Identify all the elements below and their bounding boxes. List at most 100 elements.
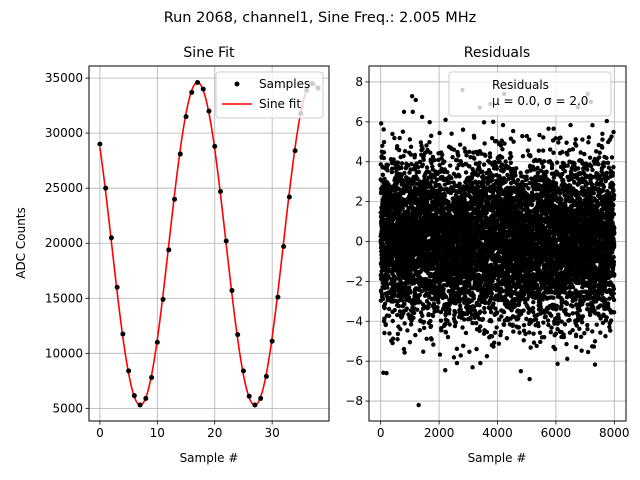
residual-point — [410, 109, 415, 115]
residual-point — [454, 360, 460, 366]
residual-point — [408, 152, 414, 157]
residual-point — [449, 175, 454, 181]
residual-point — [500, 147, 505, 152]
residual-point — [401, 346, 407, 352]
residual-point — [402, 321, 407, 326]
residual-point — [489, 291, 495, 296]
legend-sine-fit-label: Sine fit — [259, 97, 301, 111]
sample-point — [160, 296, 166, 302]
sample-point — [172, 196, 178, 202]
residual-point — [431, 342, 436, 347]
sample-point — [275, 294, 281, 300]
residual-point — [458, 353, 463, 358]
sample-point — [235, 332, 241, 338]
residual-point — [405, 280, 411, 285]
residual-point — [408, 322, 414, 327]
residual-point — [398, 326, 403, 332]
residual-point — [468, 316, 473, 321]
residual-point — [492, 340, 497, 345]
sine-fit-grid — [89, 66, 329, 421]
residual-point — [385, 282, 390, 287]
sample-point — [143, 395, 149, 401]
residual-point — [428, 150, 433, 155]
sine-fit-y-tick-label: 35000 — [45, 71, 83, 85]
residual-point — [382, 316, 387, 321]
residual-point — [395, 312, 400, 318]
sine-fit-ylabel: ADC Counts — [14, 207, 28, 279]
residual-point — [415, 307, 420, 312]
sample-point — [263, 373, 269, 379]
sample-point — [212, 143, 218, 149]
residual-point — [394, 170, 399, 175]
residual-point — [380, 172, 386, 178]
residual-point — [460, 325, 465, 330]
sine-fit-panel: Sine Fit Sample # ADC Counts 0 10 20 305000… — [14, 45, 330, 465]
residual-point — [441, 287, 446, 292]
residual-point — [454, 346, 460, 352]
residual-point — [516, 325, 522, 330]
residual-point — [419, 114, 425, 120]
residual-point — [395, 143, 400, 149]
residuals-xlabel: Sample # — [468, 451, 527, 465]
sine-fit-y-tick-label: 5000 — [52, 401, 83, 415]
residual-point — [419, 289, 424, 294]
residual-point — [511, 139, 516, 144]
residual-point — [415, 164, 421, 170]
residual-point — [443, 368, 448, 373]
residual-point — [379, 292, 385, 298]
residual-point — [410, 297, 416, 303]
residual-point — [477, 328, 482, 334]
residual-point — [508, 160, 514, 165]
residual-point — [413, 332, 418, 338]
residual-point — [413, 216, 419, 222]
residual-point — [389, 169, 395, 175]
residual-point — [470, 365, 475, 370]
residual-point — [502, 141, 507, 146]
residual-point — [397, 135, 402, 141]
residual-point — [515, 177, 521, 183]
sample-point — [200, 86, 206, 92]
residual-point — [499, 314, 504, 319]
residual-point — [480, 169, 485, 175]
sample-point — [97, 141, 103, 147]
residual-point — [443, 294, 449, 300]
residual-point — [478, 324, 483, 329]
sample-point — [240, 368, 246, 374]
residual-point — [426, 301, 432, 306]
residual-point — [399, 165, 404, 170]
residual-point — [493, 306, 498, 311]
residual-point — [396, 303, 402, 309]
residual-point — [400, 297, 405, 303]
residual-point — [386, 306, 392, 312]
residual-point — [463, 170, 469, 175]
residual-point — [390, 318, 395, 324]
sine-fit-x-tick-label: 0 — [96, 426, 104, 440]
residual-point — [429, 179, 434, 184]
residual-point — [417, 328, 423, 333]
residual-point — [451, 355, 457, 360]
residual-point — [421, 319, 427, 325]
residual-point — [481, 180, 486, 185]
residual-point — [387, 331, 392, 336]
residual-point — [453, 310, 458, 315]
sine-fit-y-tick-label: 25000 — [45, 181, 83, 195]
residual-point — [508, 154, 514, 159]
residual-point — [467, 349, 472, 355]
residual-point — [430, 313, 436, 319]
residual-point — [409, 93, 415, 99]
residual-point — [490, 177, 495, 183]
residual-point — [504, 335, 510, 341]
residual-point — [473, 321, 479, 326]
residual-point — [411, 310, 417, 316]
sine-fit-line — [99, 81, 319, 406]
residual-point — [401, 153, 406, 159]
sample-point — [252, 402, 258, 408]
residual-point — [489, 319, 494, 324]
residual-point — [406, 295, 412, 300]
residual-point — [429, 160, 434, 166]
residual-point — [380, 143, 385, 148]
sine-fit-legend-box — [215, 71, 324, 119]
residual-point — [383, 322, 388, 328]
residual-point — [397, 309, 403, 314]
residual-point — [484, 210, 489, 216]
